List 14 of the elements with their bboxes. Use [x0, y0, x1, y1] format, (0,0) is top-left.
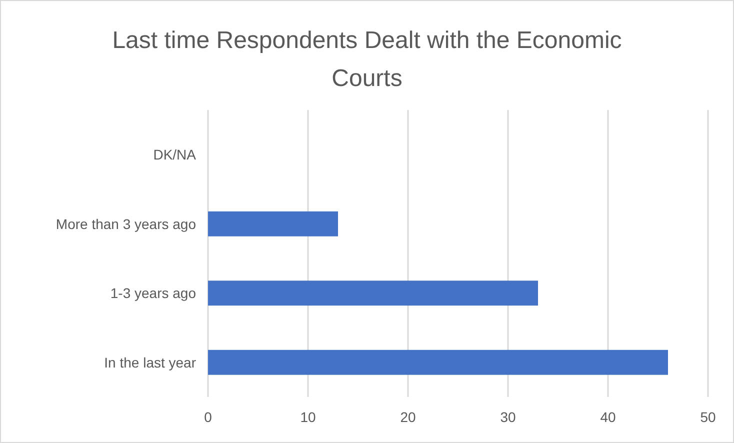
bar — [208, 350, 668, 375]
y-tick-label: 1-3 years ago — [110, 285, 196, 302]
y-tick-label: DK/NA — [153, 146, 197, 163]
y-tick-label: More than 3 years ago — [56, 216, 196, 232]
x-tick-label: 50 — [700, 409, 716, 425]
y-tick-label: In the last year — [104, 354, 196, 370]
x-tick-label: 10 — [300, 409, 316, 425]
x-tick-label: 30 — [500, 409, 516, 425]
chart-title: Last time Respondents Dealt with the Economic Courts — [112, 27, 622, 92]
bar — [208, 211, 338, 236]
x-tick-label: 40 — [600, 409, 616, 425]
x-tick-label: 0 — [204, 409, 212, 425]
x-tick-label: 20 — [400, 409, 416, 425]
bar — [208, 280, 538, 306]
